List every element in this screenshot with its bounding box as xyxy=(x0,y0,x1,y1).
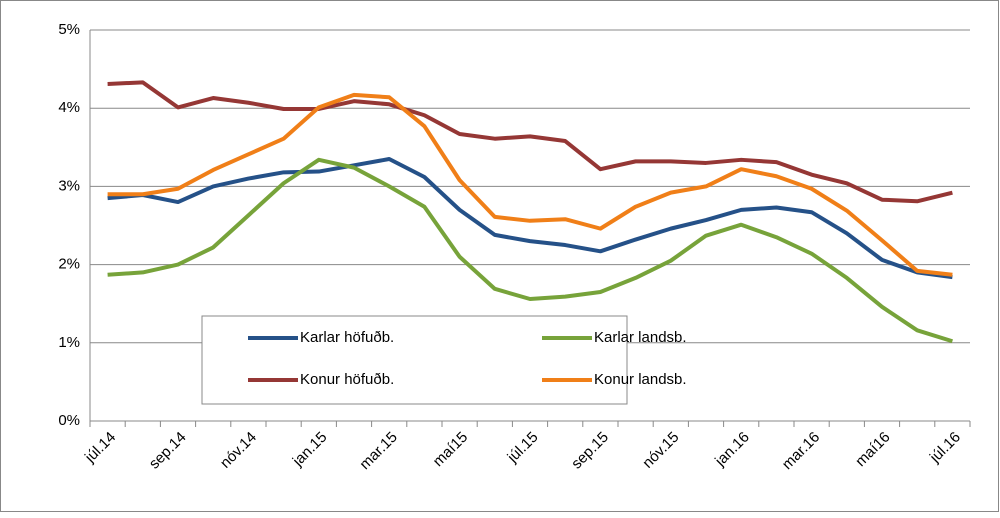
y-tick-label: 2% xyxy=(58,256,80,273)
line-series xyxy=(107,92,953,277)
legend-box xyxy=(201,315,628,405)
legend-label: Konur höfuðb. xyxy=(300,371,394,388)
line-series xyxy=(107,157,953,280)
line-series xyxy=(107,157,953,344)
y-tick-label: 1% xyxy=(58,334,80,351)
y-tick-label: 4% xyxy=(58,99,80,116)
y-tick-label: 5% xyxy=(58,21,80,38)
line-series xyxy=(107,80,953,204)
y-tick-label: 0% xyxy=(58,412,80,429)
legend-label: Karlar landsb. xyxy=(594,329,687,346)
legend-label: Karlar höfuðb. xyxy=(300,329,394,346)
y-tick-label: 3% xyxy=(58,177,80,194)
legend-label: Konur landsb. xyxy=(594,371,687,388)
